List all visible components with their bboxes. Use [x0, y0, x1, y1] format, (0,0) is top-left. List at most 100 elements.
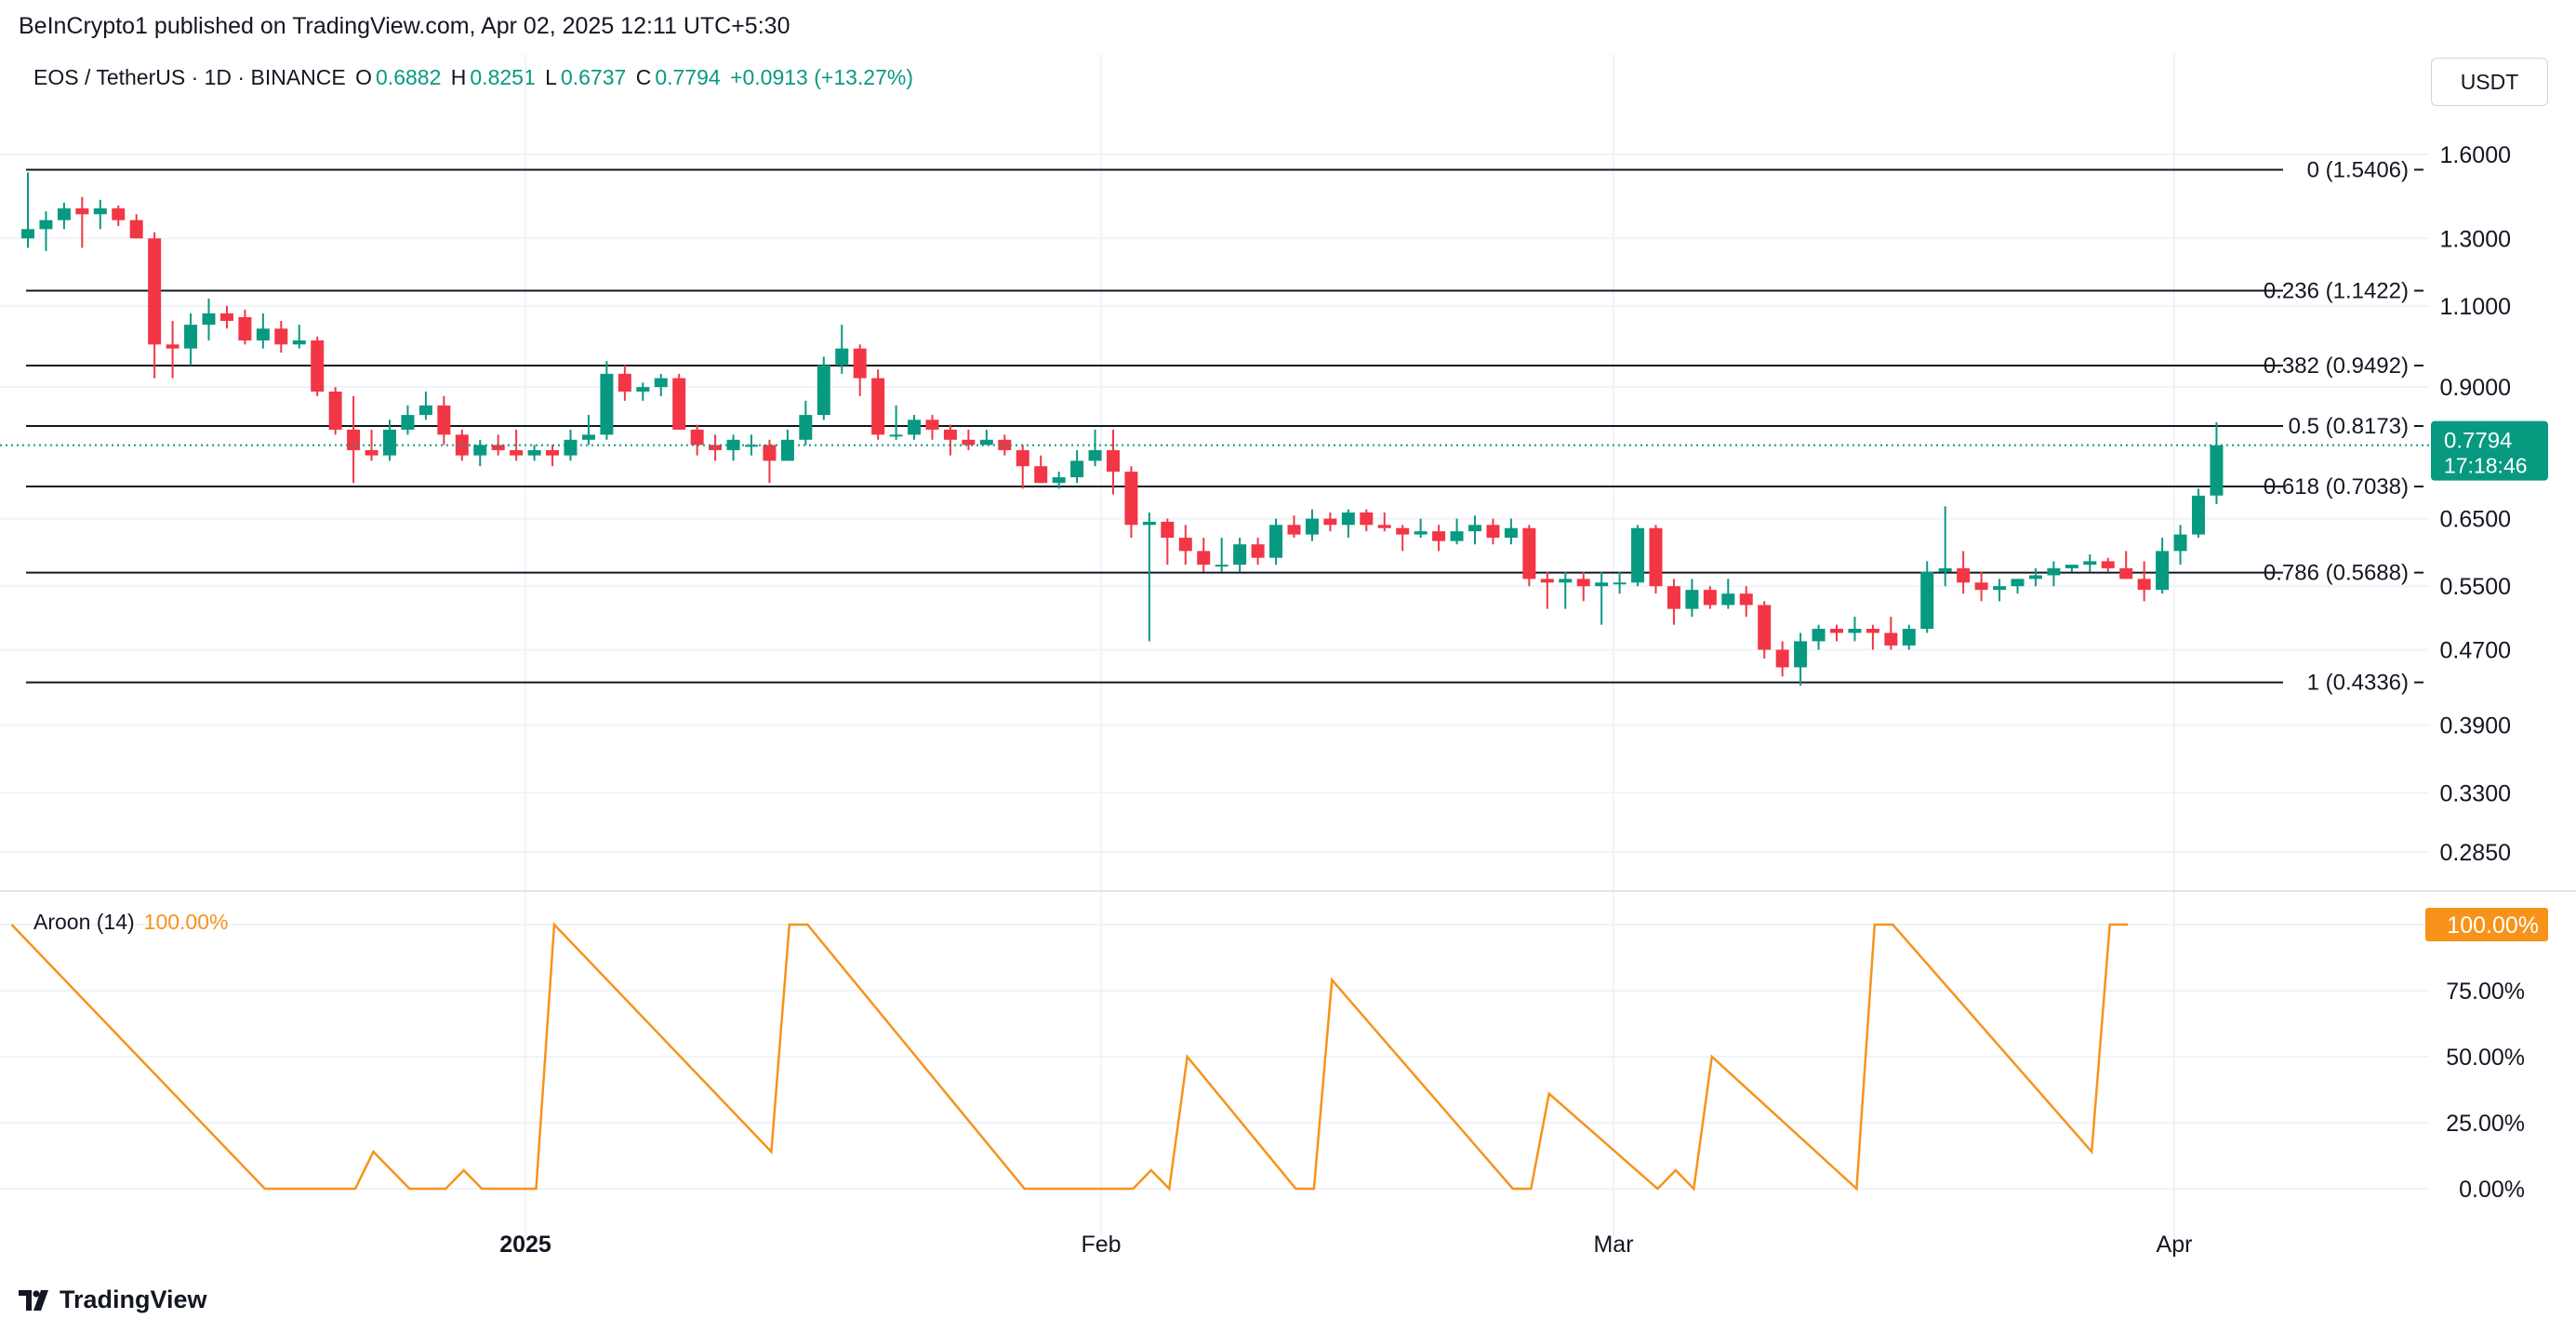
candle-body: [1251, 544, 1265, 558]
candle-body: [600, 373, 614, 435]
candle-body: [2156, 551, 2170, 591]
candle-body: [219, 313, 233, 321]
candle-body: [1631, 527, 1645, 583]
price-axis[interactable]: 1.6000 1.3000 1.1000 0.9000 0.6500 0.5500 0.47…: [2440, 142, 2511, 866]
aroon-legend: Aroon (14) 100.00%: [33, 910, 228, 935]
high-label: H: [450, 65, 467, 89]
candle-body: [1034, 466, 1048, 484]
candle-body: [473, 445, 487, 456]
price-tick-label: 0.5500: [2440, 574, 2511, 600]
candle-body: [256, 328, 270, 340]
candle-body: [1052, 477, 1066, 484]
grid-lines: [0, 54, 2576, 1237]
low-value: 0.6737: [560, 65, 627, 89]
candle-body: [763, 445, 777, 461]
candle-body: [1522, 527, 1536, 579]
candle-body: [1666, 586, 1680, 609]
candle-body: [1974, 582, 1988, 591]
candle-body: [1305, 518, 1319, 535]
candle-body: [2083, 561, 2097, 566]
close-label: C: [635, 65, 652, 89]
candle-body: [1161, 521, 1175, 539]
candle-body: [1812, 629, 1826, 642]
candle-body: [2210, 445, 2224, 496]
candle-body: [1233, 544, 1247, 566]
candle-body: [780, 439, 794, 461]
candle-body: [1377, 525, 1391, 528]
price-tick-label: 0.2850: [2440, 840, 2511, 866]
aroon-tick-label: 75.00%: [2446, 979, 2525, 1005]
candle-body: [2101, 561, 2115, 568]
candle-body: [799, 415, 813, 440]
candle-body: [39, 220, 53, 230]
candle-body: [1540, 579, 1554, 583]
aroon-value: 100.00%: [143, 910, 229, 934]
time-tick-label: Feb: [1081, 1232, 1121, 1258]
candle-body: [889, 434, 903, 437]
candle-body: [2011, 579, 2025, 587]
candle-body: [21, 229, 34, 239]
tradingview-logo[interactable]: TradingView: [19, 1285, 207, 1314]
symbol-name[interactable]: EOS / TetherUS · 1D · BINANCE: [33, 65, 346, 89]
currency-button[interactable]: USDT: [2431, 58, 2548, 106]
aroon-title[interactable]: Aroon (14): [33, 910, 135, 934]
candle-body: [1287, 525, 1301, 535]
tradingview-brand: TradingView: [60, 1285, 207, 1313]
candle-body: [745, 445, 758, 447]
candle-body: [925, 420, 939, 430]
candle-body: [148, 238, 162, 345]
change-value: +0.0913 (+13.27%): [730, 65, 913, 89]
candle-body: [347, 429, 361, 450]
price-tick-label: 0.9000: [2440, 375, 2511, 401]
candle-body: [709, 445, 723, 450]
last-price-box: [2431, 420, 2548, 481]
candle-body: [491, 445, 505, 450]
aroon-axis[interactable]: 100.00% 75.00% 50.00% 25.00% 0.00%: [2425, 908, 2548, 1203]
time-axis[interactable]: 2025 Feb Mar Apr: [499, 1232, 2192, 1258]
tradingview-logo-icon: [19, 1289, 48, 1311]
candle-body: [1649, 527, 1663, 587]
candle-body: [1107, 449, 1120, 473]
candle-body: [1613, 582, 1627, 585]
candle-body: [1124, 472, 1138, 526]
candle-body: [1432, 531, 1446, 541]
candle-body: [1323, 518, 1337, 526]
candle-body: [1178, 538, 1192, 552]
price-tick-label: 0.6500: [2440, 507, 2511, 533]
price-tick-label: 1.3000: [2440, 226, 2511, 252]
candle-body: [962, 439, 976, 446]
candle-body: [853, 348, 867, 379]
candle-body: [365, 449, 378, 456]
candle-body: [871, 378, 885, 435]
close-value: 0.7794: [655, 65, 721, 89]
price-tick-label: 0.3300: [2440, 780, 2511, 806]
candle-body: [1360, 512, 1374, 526]
fib-label: 0.382 (0.9492): [2264, 353, 2409, 379]
price-tick-label: 0.4700: [2440, 638, 2511, 664]
candle-body: [129, 220, 143, 239]
open-value: 0.6882: [376, 65, 442, 89]
candle-body: [2028, 575, 2042, 579]
symbol-legend: EOS / TetherUS · 1D · BINANCE O 0.6882 H 0…: [33, 65, 917, 90]
candle-body: [636, 387, 650, 392]
candle-body: [1920, 571, 1934, 630]
price-tick-label: 1.1000: [2440, 294, 2511, 320]
candle-body: [1866, 629, 1879, 633]
candle-body: [817, 365, 830, 416]
candle-body: [184, 325, 198, 349]
candle-body: [1848, 629, 1862, 633]
candle-body: [311, 340, 325, 392]
candle-body: [455, 434, 469, 456]
last-price-value: 0.7794: [2444, 429, 2512, 454]
candle-body: [238, 316, 252, 340]
candle-body: [1197, 551, 1211, 566]
candlestick-series: [21, 172, 2224, 686]
candle-body: [1559, 579, 1573, 583]
candle-body: [1576, 579, 1590, 587]
candle-body: [1902, 629, 1916, 646]
candle-body: [581, 434, 595, 440]
candle-body: [672, 378, 686, 430]
candle-body: [112, 208, 126, 220]
